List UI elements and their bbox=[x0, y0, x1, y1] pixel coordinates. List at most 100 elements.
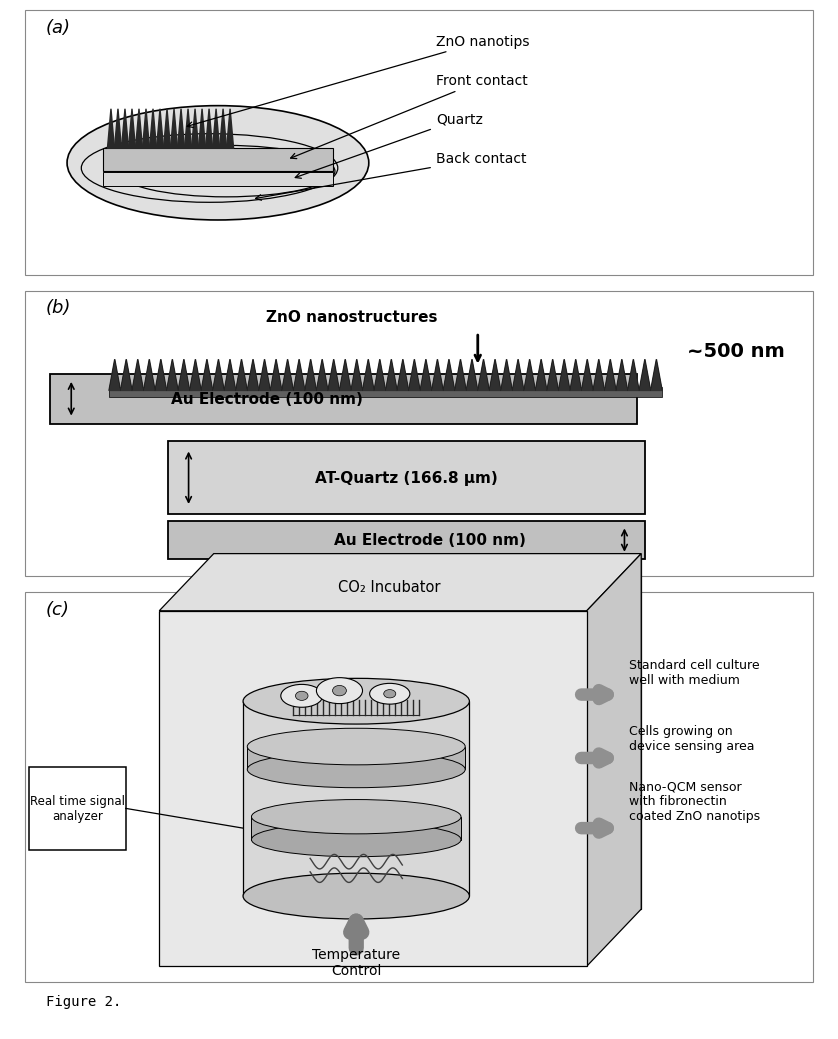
Polygon shape bbox=[213, 359, 225, 391]
Text: (c): (c) bbox=[46, 601, 70, 618]
Polygon shape bbox=[178, 109, 184, 149]
Polygon shape bbox=[170, 109, 178, 149]
Polygon shape bbox=[535, 359, 546, 391]
Bar bbox=[247, 747, 465, 770]
Bar bbox=[50, 374, 637, 424]
Text: Quartz: Quartz bbox=[295, 112, 483, 179]
Bar bbox=[243, 701, 469, 896]
Text: (a): (a) bbox=[46, 19, 71, 36]
Bar bbox=[25, 291, 813, 577]
Polygon shape bbox=[201, 359, 213, 391]
Polygon shape bbox=[247, 359, 259, 391]
Polygon shape bbox=[558, 359, 570, 391]
Text: Back contact: Back contact bbox=[256, 152, 526, 201]
Polygon shape bbox=[489, 359, 501, 391]
Ellipse shape bbox=[281, 685, 323, 708]
Ellipse shape bbox=[251, 800, 461, 834]
Polygon shape bbox=[339, 359, 351, 391]
Polygon shape bbox=[432, 359, 443, 391]
Polygon shape bbox=[512, 359, 524, 391]
Polygon shape bbox=[189, 359, 201, 391]
Polygon shape bbox=[397, 359, 408, 391]
Polygon shape bbox=[159, 611, 587, 966]
Polygon shape bbox=[293, 359, 305, 391]
Bar bbox=[25, 10, 813, 275]
Polygon shape bbox=[121, 359, 132, 391]
Polygon shape bbox=[466, 359, 478, 391]
Text: Nano-QCM sensor
with fibronectin
coated ZnO nanotips: Nano-QCM sensor with fibronectin coated … bbox=[628, 780, 759, 823]
Polygon shape bbox=[178, 359, 189, 391]
Text: Standard cell culture
well with medium: Standard cell culture well with medium bbox=[628, 659, 759, 687]
Bar bbox=[168, 442, 645, 514]
Polygon shape bbox=[225, 359, 235, 391]
Polygon shape bbox=[142, 109, 149, 149]
Text: CO₂ Incubator: CO₂ Incubator bbox=[338, 580, 441, 595]
Polygon shape bbox=[143, 359, 155, 391]
Polygon shape bbox=[136, 109, 142, 149]
Polygon shape bbox=[270, 359, 282, 391]
Ellipse shape bbox=[384, 690, 396, 698]
Polygon shape bbox=[408, 359, 420, 391]
Polygon shape bbox=[546, 359, 558, 391]
FancyArrowPatch shape bbox=[581, 753, 608, 763]
Text: ZnO nanotips: ZnO nanotips bbox=[187, 34, 530, 128]
Polygon shape bbox=[454, 359, 466, 391]
Polygon shape bbox=[259, 359, 270, 391]
Polygon shape bbox=[132, 359, 143, 391]
Polygon shape bbox=[650, 359, 662, 391]
Text: ~500 nm: ~500 nm bbox=[687, 342, 785, 361]
Polygon shape bbox=[604, 359, 616, 391]
Polygon shape bbox=[184, 109, 192, 149]
Polygon shape bbox=[107, 109, 115, 149]
Polygon shape bbox=[192, 109, 199, 149]
Ellipse shape bbox=[295, 691, 308, 700]
Polygon shape bbox=[305, 359, 317, 391]
Ellipse shape bbox=[316, 677, 362, 703]
Text: Cells growing on
device sensing area: Cells growing on device sensing area bbox=[628, 725, 754, 753]
Text: Au Electrode (100 nm): Au Electrode (100 nm) bbox=[334, 533, 526, 548]
Polygon shape bbox=[282, 359, 293, 391]
Polygon shape bbox=[385, 359, 397, 391]
FancyArrowPatch shape bbox=[581, 690, 608, 699]
Polygon shape bbox=[220, 109, 226, 149]
Polygon shape bbox=[159, 554, 641, 611]
Polygon shape bbox=[628, 359, 639, 391]
Polygon shape bbox=[524, 359, 535, 391]
Text: Front contact: Front contact bbox=[291, 74, 527, 159]
Ellipse shape bbox=[247, 728, 465, 765]
Text: AT-Quartz (166.8 μm): AT-Quartz (166.8 μm) bbox=[315, 471, 498, 485]
Polygon shape bbox=[420, 359, 432, 391]
Polygon shape bbox=[374, 359, 385, 391]
Bar bbox=[29, 767, 126, 850]
Polygon shape bbox=[199, 109, 205, 149]
Bar bbox=[25, 592, 813, 982]
Polygon shape bbox=[235, 359, 247, 391]
Ellipse shape bbox=[243, 873, 469, 918]
Ellipse shape bbox=[251, 823, 461, 857]
Polygon shape bbox=[328, 359, 339, 391]
Ellipse shape bbox=[67, 106, 369, 220]
Bar bbox=[103, 149, 333, 171]
Text: (b): (b) bbox=[46, 299, 71, 317]
Polygon shape bbox=[639, 359, 650, 391]
Polygon shape bbox=[214, 554, 641, 909]
Text: Figure 2.: Figure 2. bbox=[46, 994, 122, 1008]
Polygon shape bbox=[149, 109, 157, 149]
Bar bbox=[103, 172, 333, 186]
Text: Temperature
Control: Temperature Control bbox=[312, 948, 401, 978]
Polygon shape bbox=[616, 359, 628, 391]
Polygon shape bbox=[478, 359, 489, 391]
Ellipse shape bbox=[247, 751, 465, 788]
Ellipse shape bbox=[370, 684, 410, 704]
Polygon shape bbox=[109, 359, 121, 391]
Text: Au Electrode (100 nm): Au Electrode (100 nm) bbox=[172, 392, 363, 406]
Bar bbox=[109, 388, 662, 397]
Polygon shape bbox=[443, 359, 454, 391]
Text: ZnO nanostructures: ZnO nanostructures bbox=[266, 310, 437, 324]
Polygon shape bbox=[351, 359, 362, 391]
Polygon shape bbox=[570, 359, 582, 391]
Polygon shape bbox=[317, 359, 328, 391]
Polygon shape bbox=[501, 359, 512, 391]
Polygon shape bbox=[213, 109, 220, 149]
FancyArrowPatch shape bbox=[350, 922, 362, 948]
